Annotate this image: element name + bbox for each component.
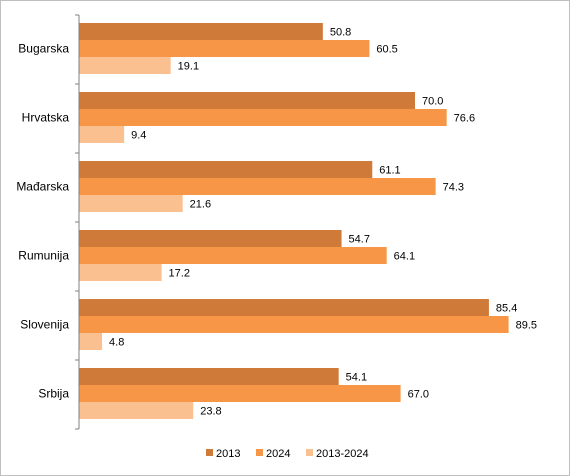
legend-swatch	[306, 449, 313, 456]
bar-2013-2024	[79, 57, 171, 74]
category-label: Bugarska	[18, 42, 69, 56]
data-label: 70.0	[422, 96, 443, 108]
legend-swatch	[256, 449, 263, 456]
category-label: Srbija	[38, 387, 69, 401]
data-label: 23.8	[200, 406, 221, 418]
legend-swatch	[206, 449, 213, 456]
category-label: Mađarska	[16, 180, 69, 194]
data-label: 54.7	[349, 234, 370, 246]
bar-2013	[79, 92, 415, 109]
bar-2024	[79, 316, 509, 333]
legend-label: 2024	[266, 448, 290, 460]
bar-2013	[79, 23, 323, 40]
bar-2013-2024	[79, 402, 194, 419]
legend: 2013 2024 2013-2024	[206, 448, 369, 460]
bars-layer	[79, 23, 509, 419]
data-label: 60.5	[376, 44, 397, 56]
bar-2013-2024	[79, 264, 162, 281]
data-label: 54.1	[346, 372, 367, 384]
data-label: 9.4	[131, 130, 146, 142]
data-label: 85.4	[496, 303, 517, 315]
data-label: 64.1	[394, 251, 415, 263]
legend-label: 2013	[216, 448, 240, 460]
bar-2024	[79, 40, 370, 57]
data-label: 50.8	[330, 27, 351, 39]
labels-layer: Bugarska 50.8 60.5 19.1 Hrvatska 70.0 76.6 9.4 M…	[16, 14, 537, 430]
category-label: Rumunija	[18, 249, 69, 263]
bar-2024	[79, 247, 387, 264]
bar-2013	[79, 161, 373, 178]
data-label: 4.8	[109, 337, 124, 349]
bar-2013-2024	[79, 126, 125, 143]
bar-2013	[79, 230, 342, 247]
category-label: Hrvatska	[22, 111, 70, 125]
category-label: Slovenija	[20, 318, 69, 332]
bar-2024	[79, 178, 436, 195]
data-label: 61.1	[379, 165, 400, 177]
data-label: 17.2	[169, 268, 190, 280]
legend-label: 2013-2024	[316, 448, 369, 460]
bar-2013-2024	[79, 333, 103, 350]
data-label: 67.0	[408, 389, 429, 401]
data-label: 21.6	[190, 199, 211, 211]
data-label: 76.6	[454, 113, 475, 125]
data-label: 89.5	[516, 320, 537, 332]
bar-2024	[79, 385, 401, 402]
bar-2024	[79, 109, 447, 126]
data-label: 74.3	[443, 182, 464, 194]
data-label: 19.1	[178, 61, 199, 73]
bar-2013	[79, 299, 489, 316]
bar-2013-2024	[79, 195, 183, 212]
bar-2013	[79, 368, 339, 385]
